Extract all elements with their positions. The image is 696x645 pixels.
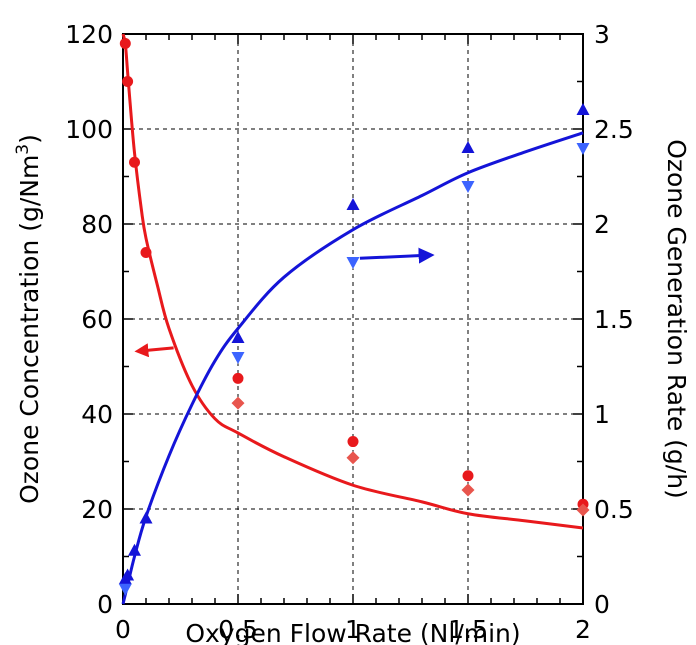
generation-triangle-up-point bbox=[128, 543, 141, 556]
y2-tick-label: 1 bbox=[594, 400, 610, 429]
generation-triangle-up-point bbox=[139, 511, 153, 524]
x-tick-label: 0.5 bbox=[218, 615, 258, 644]
x-tick-label: 0 bbox=[115, 615, 131, 644]
concentration-diamond-point bbox=[346, 451, 360, 465]
y-tick-label: 120 bbox=[65, 20, 113, 49]
generation-triangle-down-point bbox=[346, 257, 360, 269]
generation-triangle-up-point bbox=[121, 568, 135, 581]
concentration-fit-curve bbox=[121, 33, 584, 530]
grid-lines bbox=[123, 34, 583, 604]
concentration-arrow bbox=[134, 343, 174, 358]
generation-triangle-up-point bbox=[346, 198, 360, 210]
annotation-arrows bbox=[134, 247, 435, 358]
data-points bbox=[118, 38, 590, 596]
fit-curves bbox=[121, 33, 584, 605]
concentration-point bbox=[232, 372, 244, 384]
y2-tick-label: 0 bbox=[594, 590, 610, 619]
concentration-diamond-point bbox=[231, 396, 245, 410]
concentration-point bbox=[462, 470, 474, 482]
x-tick-label: 2 bbox=[575, 615, 591, 644]
x-axis-label: Oxygen Flow Rate (Nl/min) bbox=[185, 619, 520, 645]
y-tick-label: 80 bbox=[81, 210, 113, 239]
y-tick-label: 100 bbox=[65, 115, 113, 144]
generation-triangle-up-point bbox=[231, 331, 245, 343]
axis-labels: 0 0.5 1 1.5 202040608010012000.511.522.53Oxy… bbox=[13, 20, 691, 645]
generation-triangle-down-point bbox=[576, 143, 590, 155]
y-tick-label: 20 bbox=[81, 495, 113, 524]
generation-triangle-up-point bbox=[461, 141, 475, 153]
y2-tick-label: 3 bbox=[594, 20, 610, 49]
y-axis-label: Ozone Concentration (g/Nm3) bbox=[13, 134, 44, 504]
y2-tick-label: 2 bbox=[594, 210, 610, 239]
x-tick-label: 1 bbox=[345, 615, 361, 644]
x-tick-label: 1.5 bbox=[448, 615, 488, 644]
y-tick-label: 0 bbox=[97, 590, 113, 619]
generation-triangle-down-point bbox=[461, 181, 475, 193]
concentration-diamond-point bbox=[576, 503, 590, 517]
y-tick-label: 40 bbox=[81, 400, 113, 429]
y2-tick-label: 1.5 bbox=[594, 305, 634, 334]
concentration-point bbox=[122, 76, 134, 87]
y2-axis-label: Ozone Generation Rate (g/h) bbox=[662, 139, 691, 499]
generation-triangle-up-point bbox=[576, 103, 590, 115]
y-tick-label: 60 bbox=[81, 305, 113, 334]
tick-marks bbox=[122, 33, 584, 605]
generation-triangle-down-point bbox=[118, 583, 132, 596]
concentration-point bbox=[140, 247, 152, 258]
concentration-point bbox=[347, 436, 359, 448]
y2-tick-label: 2.5 bbox=[594, 115, 634, 144]
generation-arrow bbox=[359, 247, 435, 264]
concentration-point bbox=[129, 156, 140, 168]
generation-triangle-down-point bbox=[231, 352, 245, 364]
concentration-point bbox=[119, 38, 131, 49]
concentration-diamond-point bbox=[461, 483, 475, 497]
y2-tick-label: 0.5 bbox=[594, 495, 634, 524]
